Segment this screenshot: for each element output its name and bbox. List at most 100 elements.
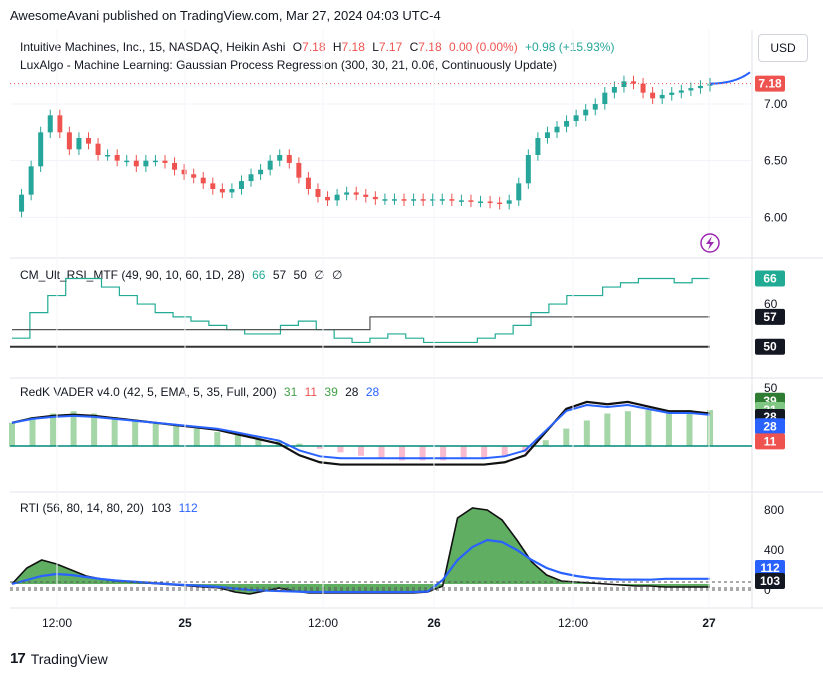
vader-bar xyxy=(378,446,385,459)
candle-body xyxy=(382,199,388,201)
candle-body xyxy=(191,174,197,178)
vader-bar xyxy=(665,411,672,447)
last-price-label: 7.18 xyxy=(758,77,782,91)
vader-bar xyxy=(234,434,241,447)
vader-bar xyxy=(686,410,693,447)
candle-body xyxy=(602,92,608,104)
candle-body xyxy=(38,132,44,167)
vader-bar xyxy=(9,422,15,447)
rti-value-2: 112 xyxy=(178,501,198,515)
rsi-label-57: 57 xyxy=(763,310,777,324)
vader-bar xyxy=(132,420,139,447)
candle-body xyxy=(210,183,216,189)
indicator-title[interactable]: LuxAlgo - Machine Learning: Gaussian Pro… xyxy=(20,58,557,72)
candle-body xyxy=(66,132,72,150)
candle-body xyxy=(152,160,158,163)
candle-body xyxy=(449,199,455,201)
candle-body xyxy=(420,199,426,201)
candle-body xyxy=(143,160,149,167)
candle-body xyxy=(238,181,244,189)
vader-bar xyxy=(70,411,77,447)
rsi-label-57-bg xyxy=(755,308,785,325)
rti-label-112-bg xyxy=(755,560,785,576)
open-value: 7.18 xyxy=(302,40,326,54)
high-value: 7.18 xyxy=(341,40,365,54)
close-value: 7.18 xyxy=(418,40,442,54)
candle-body xyxy=(181,169,187,175)
candle-body xyxy=(439,199,445,201)
rti-signal-line xyxy=(11,538,710,594)
candle-body xyxy=(47,115,53,133)
candle-body xyxy=(678,90,684,93)
lightning-icon[interactable] xyxy=(700,233,720,253)
candle-body xyxy=(372,196,378,200)
candle-body xyxy=(650,92,656,99)
rti-label-103: 103 xyxy=(760,574,780,588)
vader-legend[interactable]: RedK VADER v4.0 (42, 5, EMA, 5, 35, Full… xyxy=(20,385,383,399)
symbol-title[interactable]: Intuitive Machines, Inc., 15, NASDAQ, He… xyxy=(20,40,286,54)
vader-value-5: 28 xyxy=(365,385,380,399)
rti-area xyxy=(12,508,710,594)
candle-body xyxy=(592,104,598,110)
vader-bar xyxy=(29,417,36,447)
rsi-htf-line xyxy=(12,316,710,331)
vader-label: 11 xyxy=(764,434,777,448)
candle-body xyxy=(219,189,225,193)
open-label: O xyxy=(292,40,303,54)
price-tick: 6.00 xyxy=(764,210,788,224)
rti-tick: 0 xyxy=(764,583,771,597)
candle-body xyxy=(325,196,331,201)
vader-bar xyxy=(440,446,447,461)
candle-body xyxy=(133,160,139,167)
candle-body xyxy=(114,155,120,161)
rsi-pane: 60 66 57 50 xyxy=(10,270,785,355)
vader-bar xyxy=(316,446,323,449)
footer-brand[interactable]: 17 TradingView xyxy=(10,650,108,667)
currency-button[interactable]: USD xyxy=(758,34,808,62)
candle-body xyxy=(315,189,321,197)
candle-body xyxy=(697,85,703,89)
vader-bar xyxy=(214,432,221,447)
indicator-legend[interactable]: LuxAlgo - Machine Learning: Gaussian Pro… xyxy=(20,58,561,72)
vader-bar xyxy=(111,417,118,447)
candle-body xyxy=(248,174,254,182)
vader-value-3: 39 xyxy=(324,385,338,399)
vader-bar xyxy=(399,446,406,461)
tradingview-brand-text: TradingView xyxy=(30,650,108,667)
vader-bar xyxy=(481,446,488,459)
rti-tick: 400 xyxy=(764,543,784,557)
vader-bar xyxy=(50,413,57,447)
close-label: C xyxy=(409,40,419,54)
candle-body xyxy=(707,83,713,86)
rti-title[interactable]: RTI (56, 80, 14, 80, 20) xyxy=(20,501,144,515)
candle-body xyxy=(497,202,503,205)
x-tick: 12:00 xyxy=(308,616,338,630)
vader-tick: 50 xyxy=(764,381,778,395)
vader-bar xyxy=(460,446,467,460)
candle-body xyxy=(401,199,407,201)
candle-body xyxy=(200,177,206,184)
published-header: AwesomeAvani published on TradingView.co… xyxy=(10,8,441,23)
candle-body xyxy=(535,138,541,155)
rti-legend[interactable]: RTI (56, 80, 14, 80, 20) 103 112 xyxy=(20,501,202,515)
vader-bar xyxy=(173,425,180,447)
candle-body xyxy=(391,199,397,201)
candle-body xyxy=(516,183,522,201)
vader-bar xyxy=(624,411,631,447)
vader-title[interactable]: RedK VADER v4.0 (42, 5, EMA, 5, 35, Full… xyxy=(20,385,277,399)
change-value: 0.00 (0.00%) xyxy=(448,40,518,54)
candle-body xyxy=(458,200,464,202)
rsi-label-50: 50 xyxy=(763,340,777,354)
candle-body xyxy=(659,94,665,99)
vader-bar xyxy=(255,436,262,447)
candle-body xyxy=(19,194,25,212)
candle-body xyxy=(286,155,292,163)
rsi-value-4: ∅ xyxy=(314,268,325,282)
candle-body xyxy=(353,192,359,195)
rti-label-103-bg xyxy=(755,573,785,589)
vader-bar xyxy=(645,410,652,447)
x-tick: 27 xyxy=(702,616,716,630)
candle-body xyxy=(611,87,617,93)
rsi-value-3: 50 xyxy=(293,268,307,282)
